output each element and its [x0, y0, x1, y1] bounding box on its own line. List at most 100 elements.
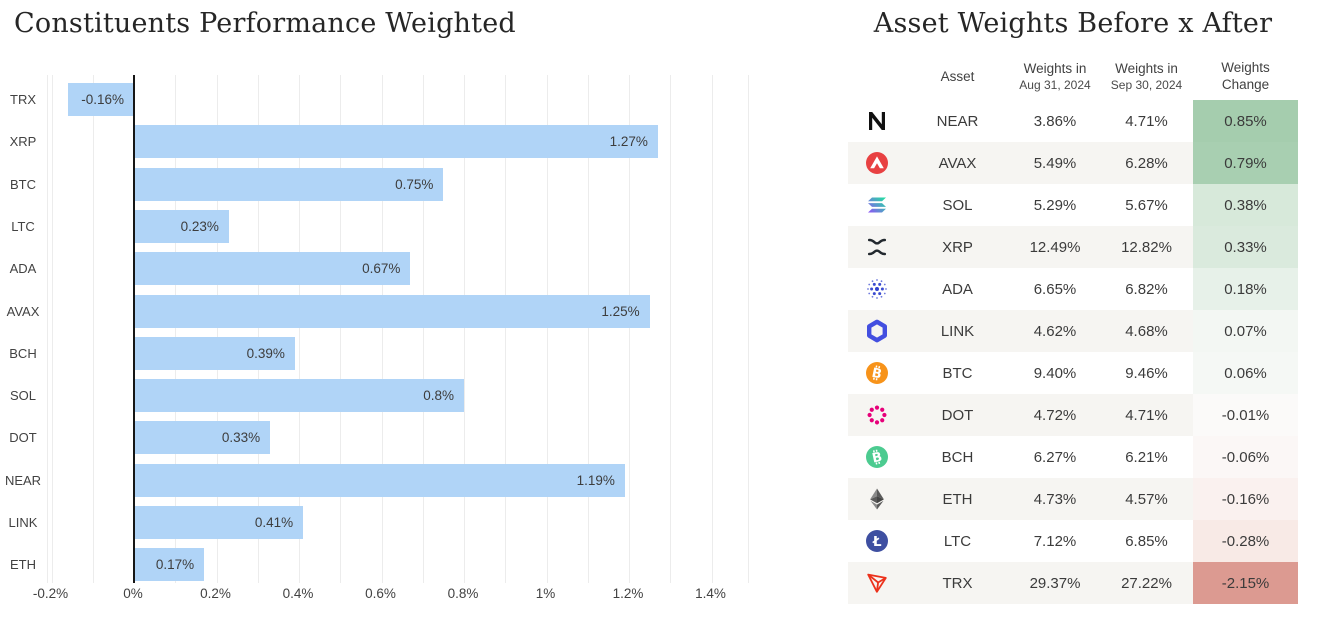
table-title: Asset Weights Before x After	[873, 8, 1273, 39]
weight-after-value: 6.82%	[1125, 280, 1168, 298]
weight-change-value: -0.28%	[1193, 520, 1298, 562]
bar-chart-plot: -0.16% 1.27% 0.75% 0.23% 0.67% 1.25% 0.39% 0.8%…	[47, 75, 749, 583]
svg-text:B: B	[870, 366, 883, 383]
bar-value-label: 0.23%	[180, 218, 219, 234]
gridline	[464, 75, 465, 583]
weight-before-value: 6.65%	[1033, 280, 1077, 298]
gridline	[422, 75, 424, 583]
trx-icon	[848, 562, 905, 604]
svg-text:Ł: Ł	[871, 534, 881, 550]
weights-table-panel: Asset Weights Before x After Asset Weigh…	[848, 0, 1298, 623]
x-axis-tick-label: 1.4%	[695, 586, 726, 601]
weight-before-value: 9.40%	[1033, 364, 1077, 382]
table-row-ltc: Ł LTC 7.12% 6.85% -0.28%	[848, 520, 1298, 562]
avax-icon	[848, 142, 905, 184]
weight-after-value: 6.85%	[1125, 532, 1168, 550]
weight-before-value: 5.29%	[1033, 196, 1077, 214]
weight-before-value: 3.86%	[1033, 112, 1077, 130]
bar-value-label: 0.8%	[423, 388, 454, 404]
table-row-near: NEAR 3.86% 4.71% 0.85%	[848, 100, 1298, 142]
link-icon	[848, 310, 905, 352]
table-row-link: LINK 4.62% 4.68% 0.07%	[848, 310, 1298, 352]
bar-value-label: 0.41%	[254, 515, 294, 530]
gridline	[629, 75, 630, 583]
asset-symbol: LINK	[940, 322, 975, 340]
x-axis-tick-label: 0.8%	[447, 586, 479, 601]
table-rows: NEAR 3.86% 4.71% 0.85% AVAX 5.49% 6.28% 0.79% SO…	[848, 100, 1298, 604]
bar-bch	[134, 336, 295, 370]
bar-link	[134, 506, 304, 539]
weight-after-value: 4.71%	[1125, 112, 1168, 130]
bar-value-label: 1.25%	[601, 303, 640, 319]
weight-change-value: 0.79%	[1193, 142, 1298, 184]
gridline	[711, 75, 713, 583]
svg-text:B: B	[870, 450, 883, 467]
weight-before-value: 7.12%	[1033, 532, 1077, 550]
x-axis-tick-label: 1%	[535, 586, 556, 601]
bar-btc	[134, 167, 444, 201]
ltc-icon: Ł	[848, 520, 905, 562]
column-header-weights-after: Weights in Sep 30, 2024	[1110, 61, 1183, 92]
category-label-ltc: LTC	[11, 218, 35, 234]
x-axis-tick-label: 0.6%	[365, 586, 396, 601]
asset-symbol: BTC	[942, 364, 973, 382]
category-label-bch: BCH	[9, 345, 37, 361]
bar-ltc	[134, 209, 229, 243]
asset-symbol: DOT	[941, 406, 974, 424]
weight-after-value: 4.57%	[1125, 490, 1168, 508]
weight-change-value: 0.85%	[1193, 100, 1298, 142]
table-row-ada: ADA 6.65% 6.82% 0.18%	[848, 268, 1298, 310]
gridline	[92, 75, 94, 583]
weight-after-value: 9.46%	[1125, 364, 1168, 382]
dot-icon	[848, 394, 905, 436]
weight-before-value: 6.27%	[1033, 448, 1077, 466]
weight-after-value: 27.22%	[1121, 574, 1172, 592]
chart-zero-axis	[133, 75, 135, 583]
table-row-bch: B BCH 6.27% 6.21% -0.06%	[848, 436, 1298, 478]
bar-avax	[134, 294, 650, 328]
performance-chart-panel: Constituents Performance Weighted -0.16%…	[5, 8, 749, 601]
column-header-weights-before: Weights in Aug 31, 2024	[1019, 61, 1091, 92]
table-row-sol: SOL 5.29% 5.67% 0.38%	[848, 184, 1298, 226]
gridline	[587, 75, 589, 583]
asset-symbol: XRP	[942, 238, 973, 256]
category-label-trx: TRX	[10, 92, 36, 107]
gridline	[51, 75, 53, 583]
table-row-eth: ETH 4.73% 4.57% -0.16%	[848, 478, 1298, 520]
bar-near	[134, 463, 625, 497]
asset-symbol: ETH	[942, 490, 973, 508]
gridline	[381, 75, 383, 583]
weight-after-value: 12.82%	[1121, 238, 1172, 256]
xrp-icon	[848, 226, 905, 268]
bar-sol	[134, 379, 464, 413]
near-icon	[848, 100, 905, 142]
weight-change-value: -0.01%	[1193, 394, 1298, 436]
ada-icon	[848, 268, 905, 310]
bar-eth	[134, 548, 205, 582]
weight-after-value: 6.21%	[1125, 448, 1168, 466]
table-row-avax: AVAX 5.49% 6.28% 0.79%	[848, 142, 1298, 184]
category-label-link: LINK	[8, 515, 38, 530]
weight-before-value: 4.62%	[1033, 322, 1077, 340]
asset-symbol: ADA	[942, 280, 973, 298]
btc-icon: B	[848, 352, 905, 394]
weight-change-value: 0.38%	[1193, 184, 1298, 226]
gridline	[216, 75, 218, 583]
category-label-sol: SOL	[9, 388, 36, 404]
asset-symbol: AVAX	[938, 154, 977, 172]
asset-symbol: BCH	[941, 448, 974, 466]
category-label-xrp: XRP	[9, 134, 37, 150]
category-label-eth: ETH	[10, 557, 36, 573]
bar-value-label: 0.17%	[155, 557, 195, 573]
bar-ada	[134, 252, 411, 286]
table-header: Asset Weights in Aug 31, 2024 Weights in…	[848, 54, 1298, 100]
column-header-weights-change: Weights Change	[1221, 60, 1270, 92]
bar-dot	[134, 421, 271, 455]
weight-before-value: 4.73%	[1033, 490, 1077, 508]
weight-after-value: 4.68%	[1125, 322, 1168, 340]
bar-value-label: 1.19%	[576, 472, 615, 488]
gridline	[175, 75, 177, 583]
weight-change-value: 0.06%	[1193, 352, 1298, 394]
eth-icon	[848, 478, 905, 520]
